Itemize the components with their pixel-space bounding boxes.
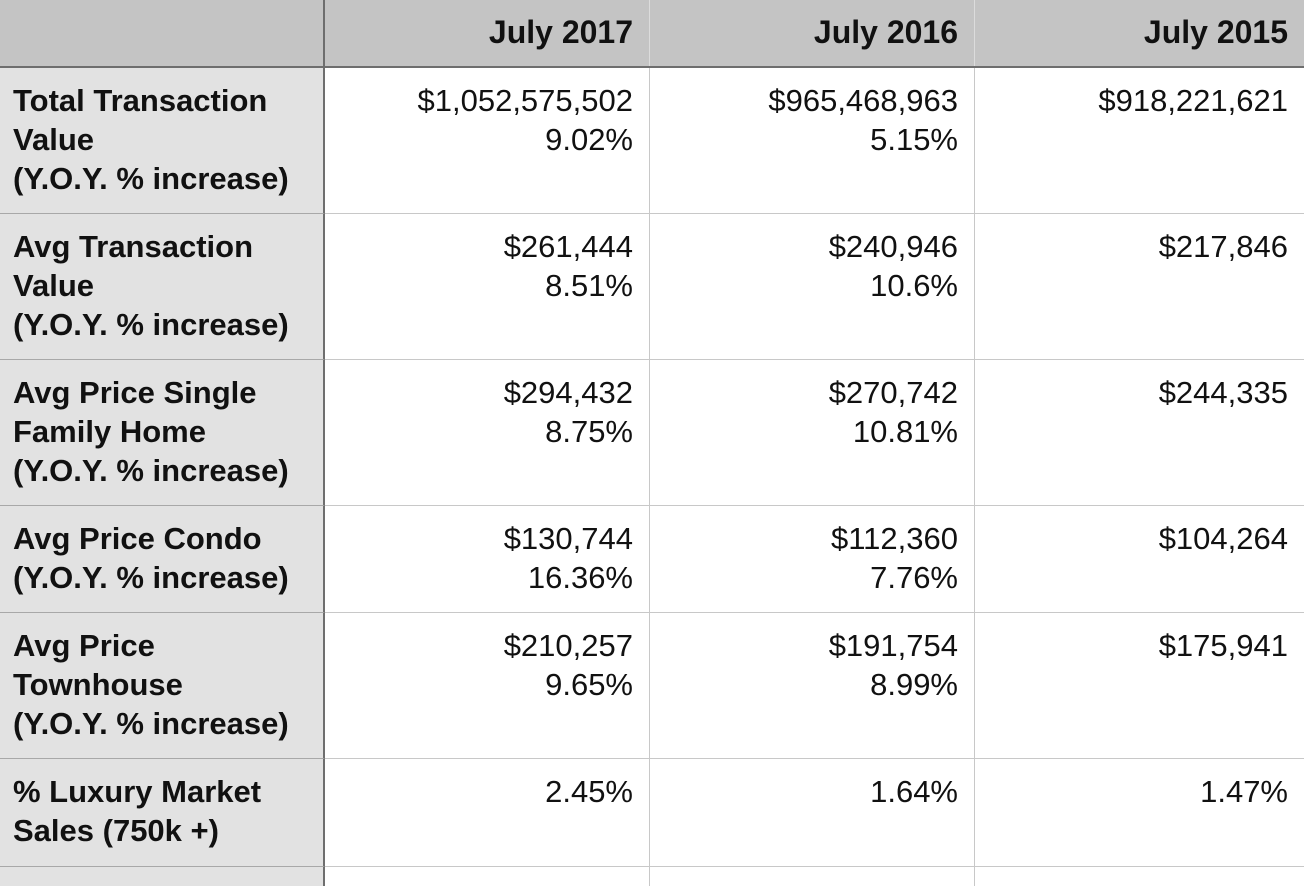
cell-yoy-percent: 9.02% bbox=[545, 122, 633, 157]
row-total-transaction-value-cell-1[interactable]: $965,468,963 5.15% bbox=[650, 67, 975, 213]
cell-value: $217,846 bbox=[1158, 229, 1288, 264]
cell-value: $261,444 bbox=[503, 229, 633, 264]
row-label-line: (Y.O.Y. % increase) bbox=[13, 453, 289, 488]
column-header-july-2016[interactable]: July 2016 bbox=[650, 0, 975, 67]
header-divider bbox=[0, 66, 1304, 68]
row-avg-price-condo-cell-1[interactable]: $112,360 7.76% bbox=[650, 505, 975, 612]
cell-value: 1.47% bbox=[1200, 774, 1288, 809]
row-total-transaction-value-cell-0[interactable]: $1,052,575,502 9.02% bbox=[325, 67, 650, 213]
column-header-july-2017[interactable]: July 2017 bbox=[325, 0, 650, 67]
cell-value: 1.64% bbox=[870, 774, 958, 809]
row-label-line: (Y.O.Y. % increase) bbox=[13, 161, 289, 196]
cell-yoy-percent: 8.99% bbox=[870, 667, 958, 702]
row-label-line: (Y.O.Y. % increase) bbox=[13, 706, 289, 741]
cell-value: $244,335 bbox=[1158, 375, 1288, 410]
cell-yoy-percent: 16.36% bbox=[527, 560, 633, 595]
row-label-line: (Y.O.Y. % increase) bbox=[13, 307, 289, 342]
cell-value: $112,360 bbox=[831, 521, 958, 556]
cell-value: $104,264 bbox=[1158, 521, 1288, 556]
cell-value: $294,432 bbox=[503, 375, 633, 410]
row-avg-price-townhouse-cell-1[interactable]: $191,754 8.99% bbox=[650, 612, 975, 758]
row-avg-price-townhouse-cell-2[interactable]: $175,941 bbox=[975, 612, 1304, 758]
row-label-line: Sales (750k +) bbox=[13, 813, 219, 848]
row-avg-price-townhouse-cell-0[interactable]: $210,257 9.65% bbox=[325, 612, 650, 758]
empty-row-cell[interactable] bbox=[975, 866, 1304, 886]
row-avg-price-single-family-home-cell-1[interactable]: $270,742 10.81% bbox=[650, 359, 975, 505]
cell-value: $918,221,621 bbox=[1098, 83, 1288, 118]
cell-yoy-percent: 5.15% bbox=[870, 122, 958, 157]
row-avg-price-condo-cell-0[interactable]: $130,744 16.36% bbox=[325, 505, 650, 612]
cell-value: $210,257 bbox=[503, 628, 633, 663]
header-corner-cell[interactable] bbox=[0, 0, 325, 67]
cell-value: 2.45% bbox=[545, 774, 633, 809]
row-label-line: Value bbox=[13, 122, 94, 157]
row-total-transaction-value-cell-2[interactable]: $918,221,621 bbox=[975, 67, 1304, 213]
cell-value: $191,754 bbox=[828, 628, 958, 663]
cell-yoy-percent: 10.6% bbox=[870, 268, 958, 303]
row-avg-transaction-value-label[interactable]: Avg Transaction Value (Y.O.Y. % increase) bbox=[0, 213, 325, 359]
row-avg-transaction-value-cell-0[interactable]: $261,444 8.51% bbox=[325, 213, 650, 359]
cell-value: $965,468,963 bbox=[768, 83, 958, 118]
cell-yoy-percent: 10.81% bbox=[852, 414, 958, 449]
cell-yoy-percent: 8.51% bbox=[545, 268, 633, 303]
empty-row-cell[interactable] bbox=[650, 866, 975, 886]
row-total-transaction-value-label[interactable]: Total Transaction Value (Y.O.Y. % increase… bbox=[0, 67, 325, 213]
row-avg-price-single-family-home-cell-2[interactable]: $244,335 bbox=[975, 359, 1304, 505]
row-label-line: Value bbox=[13, 268, 94, 303]
row-luxury-market-sales-cell-0[interactable]: 2.45% bbox=[325, 758, 650, 866]
row-label-line: Avg Price Single bbox=[13, 375, 257, 410]
row-label-line: Avg Price Condo bbox=[13, 521, 262, 556]
cell-yoy-percent: 7.76% bbox=[870, 560, 958, 595]
cell-value: $130,744 bbox=[503, 521, 633, 556]
row-luxury-market-sales-cell-2[interactable]: 1.47% bbox=[975, 758, 1304, 866]
row-luxury-market-sales-label[interactable]: % Luxury Market Sales (750k +) bbox=[0, 758, 325, 866]
cell-value: $1,052,575,502 bbox=[417, 83, 634, 118]
row-avg-price-single-family-home-cell-0[interactable]: $294,432 8.75% bbox=[325, 359, 650, 505]
row-label-line: Avg Price bbox=[13, 628, 155, 663]
cell-yoy-percent: 9.65% bbox=[545, 667, 633, 702]
cell-value: $175,941 bbox=[1158, 628, 1288, 663]
row-label-line: % Luxury Market bbox=[13, 774, 262, 809]
row-label-line: Avg Transaction bbox=[13, 229, 254, 264]
cell-value: $270,742 bbox=[828, 375, 958, 410]
cell-yoy-percent: 8.75% bbox=[545, 414, 633, 449]
row-luxury-market-sales-cell-1[interactable]: 1.64% bbox=[650, 758, 975, 866]
row-label-line: Family Home bbox=[13, 414, 206, 449]
row-label-line: Total Transaction bbox=[13, 83, 268, 118]
row-avg-transaction-value-cell-2[interactable]: $217,846 bbox=[975, 213, 1304, 359]
row-avg-transaction-value-cell-1[interactable]: $240,946 10.6% bbox=[650, 213, 975, 359]
row-avg-price-condo-label[interactable]: Avg Price Condo (Y.O.Y. % increase) bbox=[0, 505, 325, 612]
column-header-july-2015[interactable]: July 2015 bbox=[975, 0, 1304, 67]
cell-value: $240,946 bbox=[828, 229, 958, 264]
row-avg-price-single-family-home-label[interactable]: Avg Price Single Family Home (Y.O.Y. % inc… bbox=[0, 359, 325, 505]
row-avg-price-townhouse-label[interactable]: Avg Price Townhouse (Y.O.Y. % increase) bbox=[0, 612, 325, 758]
row-avg-price-condo-cell-2[interactable]: $104,264 bbox=[975, 505, 1304, 612]
empty-row-cell[interactable] bbox=[325, 866, 650, 886]
row-label-line: (Y.O.Y. % increase) bbox=[13, 560, 289, 595]
empty-row-label[interactable] bbox=[0, 866, 325, 886]
row-label-line: Townhouse bbox=[13, 667, 183, 702]
